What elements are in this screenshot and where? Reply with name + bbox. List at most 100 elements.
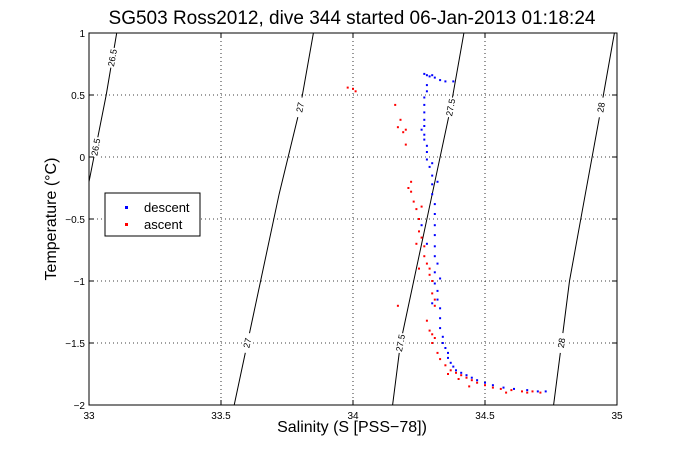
descent-point bbox=[460, 371, 463, 374]
ascent-point bbox=[402, 131, 405, 134]
y-tick-label: 1 bbox=[79, 29, 85, 40]
descent-point bbox=[425, 158, 428, 161]
x-tick-label: 34.5 bbox=[475, 411, 495, 422]
descent-point bbox=[484, 381, 486, 384]
contour-label: 27.5 bbox=[444, 98, 457, 117]
grid-lines bbox=[89, 33, 617, 405]
x-axis-label: Salinity (S [PSS−78]) bbox=[277, 419, 427, 436]
descent-point bbox=[431, 74, 434, 77]
descent-point bbox=[425, 151, 428, 153]
ascent-point bbox=[484, 384, 486, 387]
data-points bbox=[346, 72, 547, 394]
density-contours: 26.5 26.5 27 27 27.5 27.5 28 28 bbox=[88, 32, 615, 406]
ascent-point bbox=[410, 190, 413, 193]
contour-label-bg bbox=[105, 47, 120, 69]
ascent-point bbox=[404, 128, 407, 131]
ascent-point bbox=[526, 391, 529, 394]
descent-point bbox=[423, 125, 426, 127]
ascent-point bbox=[433, 298, 436, 301]
descent-point bbox=[425, 90, 428, 93]
descent-point bbox=[436, 289, 439, 292]
descent-point bbox=[439, 277, 442, 280]
legend-items: descent ascent bbox=[125, 200, 190, 232]
descent-point bbox=[423, 72, 426, 75]
ascent-point bbox=[418, 230, 420, 233]
ascent-point bbox=[418, 218, 420, 220]
ascent-point bbox=[444, 364, 447, 367]
contour-label: 26.5 bbox=[106, 48, 119, 67]
descent-point bbox=[431, 174, 434, 177]
descent-point bbox=[536, 390, 539, 393]
descent-point bbox=[423, 96, 426, 99]
ascent-point bbox=[415, 208, 418, 211]
ascent-point bbox=[425, 319, 428, 322]
ascent-point bbox=[423, 245, 426, 248]
descent-point bbox=[441, 342, 444, 344]
descent-point bbox=[439, 327, 442, 330]
legend-marker-ascent bbox=[125, 223, 128, 226]
ascent-point bbox=[415, 242, 418, 245]
ascent-point bbox=[407, 187, 410, 189]
legend-label-ascent: ascent bbox=[144, 217, 183, 232]
ascent-point bbox=[460, 374, 463, 377]
legend-marker-descent bbox=[125, 206, 128, 209]
descent-point bbox=[425, 84, 428, 87]
descent-point bbox=[433, 271, 436, 274]
contour-label: 28 bbox=[556, 337, 567, 348]
ascent-point bbox=[418, 267, 420, 270]
y-tick-label: 0 bbox=[79, 153, 85, 164]
x-tick-label: 34 bbox=[347, 411, 359, 422]
ascent-point bbox=[531, 390, 534, 393]
descent-point bbox=[423, 111, 426, 114]
descent-point bbox=[436, 262, 439, 265]
descent-point bbox=[470, 376, 473, 379]
descent-point bbox=[433, 203, 436, 206]
descent-point bbox=[544, 390, 547, 393]
ascent-point bbox=[457, 378, 460, 380]
descent-point bbox=[431, 162, 434, 165]
ascent-point bbox=[346, 86, 349, 89]
descent-point bbox=[502, 386, 505, 389]
descent-point bbox=[425, 144, 428, 147]
descent-point bbox=[436, 298, 439, 301]
y-tick-label: −1 bbox=[74, 277, 86, 288]
descent-point bbox=[431, 302, 434, 305]
descent-point bbox=[513, 387, 515, 390]
ascent-point bbox=[396, 304, 399, 307]
legend-box bbox=[104, 192, 201, 237]
descent-point bbox=[433, 213, 436, 215]
descent-point bbox=[444, 80, 447, 83]
y-axis-ticks: −2 −1.5 −1 −0.5 0 0.5 1 bbox=[65, 29, 617, 412]
ascent-point bbox=[425, 262, 428, 265]
ascent-point bbox=[505, 391, 508, 394]
ascent-point bbox=[428, 267, 431, 270]
descent-point bbox=[423, 103, 426, 106]
descent-point bbox=[526, 389, 529, 392]
ascent-point bbox=[352, 87, 354, 90]
x-tick-label: 33.5 bbox=[211, 411, 231, 422]
ascent-point bbox=[491, 386, 494, 389]
contour-label-bg bbox=[89, 136, 103, 158]
ascent-point bbox=[539, 391, 542, 394]
ascent-point bbox=[428, 273, 431, 276]
descent-point bbox=[433, 282, 436, 285]
ascent-point bbox=[410, 180, 413, 183]
x-axis-ticks: 33 33.5 34 34.5 35 bbox=[83, 33, 623, 422]
contour-label: 26.5 bbox=[89, 138, 102, 157]
ascent-point bbox=[468, 385, 471, 388]
descent-point bbox=[423, 133, 426, 136]
descent-point bbox=[433, 76, 436, 79]
ascent-point bbox=[431, 292, 434, 295]
descent-point bbox=[455, 369, 457, 372]
ascent-point bbox=[433, 337, 436, 339]
ascent-point bbox=[439, 358, 442, 361]
ascent-point bbox=[431, 280, 434, 282]
ascent-point bbox=[447, 373, 449, 375]
descent-point bbox=[436, 180, 439, 183]
descent-point bbox=[439, 79, 442, 82]
ascent-point bbox=[510, 389, 513, 392]
contour-label: 27 bbox=[241, 337, 253, 349]
contour-line-28 bbox=[553, 32, 615, 406]
x-tick-label: 33 bbox=[83, 411, 95, 422]
descent-point bbox=[428, 165, 431, 168]
